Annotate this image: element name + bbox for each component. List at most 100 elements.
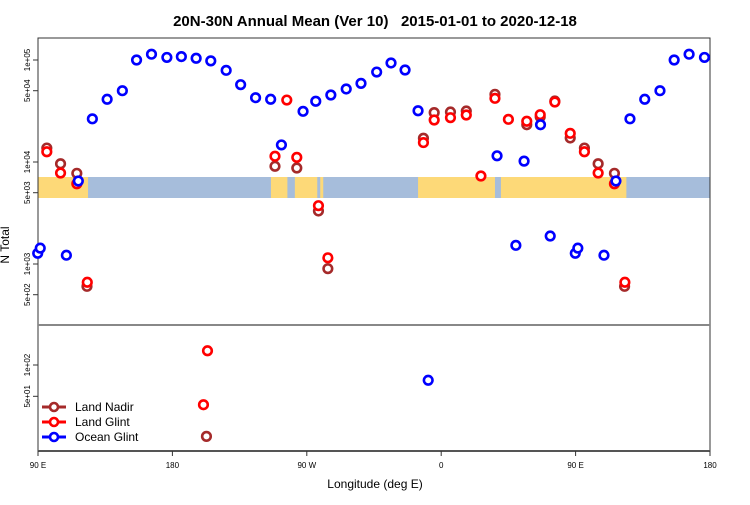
point-land-glint	[312, 200, 325, 212]
point-ocean-glint	[698, 51, 711, 64]
legend-marker	[48, 401, 60, 413]
point-ocean-glint	[598, 249, 610, 261]
point-ocean-glint	[220, 64, 232, 76]
point-land-glint	[428, 114, 440, 126]
point-ocean-glint	[265, 93, 277, 105]
x-tick-label: 180	[166, 461, 180, 470]
land-area	[270, 177, 288, 198]
point-ocean-glint	[175, 50, 187, 63]
point-land-glint	[460, 109, 472, 121]
land-area	[320, 177, 324, 198]
point-ocean-glint	[399, 64, 411, 76]
y-tick-label: 5e+02	[23, 283, 32, 306]
point-land-glint	[549, 96, 561, 108]
legend-marker	[48, 431, 60, 443]
point-ocean-glint	[371, 66, 383, 78]
point-ocean-glint	[72, 175, 84, 187]
point-land-glint	[81, 276, 93, 288]
point-land-glint	[475, 170, 487, 182]
point-ocean-glint	[145, 48, 158, 60]
point-land-nadir	[54, 158, 67, 170]
point-ocean-glint	[34, 242, 46, 254]
point-ocean-glint	[275, 139, 288, 151]
point-ocean-glint	[572, 242, 584, 254]
point-land-glint	[521, 115, 533, 127]
point-land-glint	[201, 345, 214, 357]
y-tick-label: 5e+01	[23, 385, 32, 408]
point-ocean-glint	[683, 48, 695, 60]
y-axis: 1e+05 5e+04 1e+04 5e+03 1e+03 5e+02 1e+02 5e+01	[23, 48, 38, 408]
point-ocean-glint	[610, 175, 622, 187]
point-land-glint	[534, 109, 546, 121]
legend-label: Ocean Glint	[75, 430, 139, 444]
point-land-glint	[564, 127, 576, 139]
point-ocean-glint	[422, 374, 434, 386]
point-land-nadir	[322, 263, 334, 275]
point-ocean-glint	[510, 239, 522, 251]
land-area	[418, 177, 495, 198]
point-ocean-glint	[86, 113, 98, 125]
data-points	[32, 48, 711, 442]
point-ocean-glint	[639, 93, 651, 105]
y-axis-label: N Total	[0, 226, 12, 263]
point-ocean-glint	[161, 51, 173, 64]
x-tick-label: 180	[703, 461, 717, 470]
point-ocean-glint	[101, 93, 113, 105]
point-land-glint	[502, 113, 515, 125]
x-axis: 90 E 180 90 W 0 90 E 180	[30, 451, 717, 470]
point-ocean-glint	[491, 150, 503, 162]
point-land-glint	[269, 150, 281, 162]
point-ocean-glint	[544, 230, 556, 242]
point-land-nadir	[291, 162, 303, 174]
point-ocean-glint	[310, 95, 322, 107]
x-tick-label: 0	[439, 461, 444, 470]
point-land-glint	[592, 167, 604, 179]
point-ocean-glint	[249, 92, 262, 104]
point-ocean-glint	[385, 57, 397, 69]
point-ocean-glint	[130, 54, 143, 66]
point-ocean-glint	[325, 89, 337, 101]
x-tick-label: 90 W	[297, 461, 316, 470]
point-ocean-glint	[116, 85, 128, 97]
y-tick-label: 5e+04	[23, 79, 32, 102]
point-ocean-glint	[412, 105, 424, 117]
y-tick-label: 1e+03	[23, 252, 32, 275]
land-area	[500, 177, 627, 198]
chart-title: 20N-30N Annual Mean (Ver 10) 2015-01-01 …	[173, 13, 577, 30]
point-ocean-glint	[355, 77, 367, 89]
point-ocean-glint	[297, 105, 309, 117]
point-land-glint	[444, 112, 457, 124]
point-ocean-glint	[518, 155, 530, 167]
background-map	[38, 177, 710, 198]
point-land-nadir	[592, 158, 604, 170]
point-land-glint	[578, 146, 591, 158]
point-ocean-glint	[624, 113, 636, 125]
point-ocean-glint	[235, 79, 247, 91]
y-tick-label: 5e+03	[23, 181, 32, 204]
point-land-glint	[489, 92, 501, 104]
legend-label: Land Nadir	[75, 400, 134, 414]
point-land-glint	[41, 146, 53, 158]
point-land-nadir	[200, 430, 213, 442]
point-land-glint	[322, 252, 334, 264]
x-tick-label: 90 E	[567, 461, 583, 470]
legend-label: Land Glint	[75, 415, 130, 429]
plot-frame	[37, 37, 711, 452]
land-area	[294, 177, 318, 198]
point-ocean-glint	[60, 249, 72, 261]
point-ocean-glint	[190, 52, 202, 64]
x-tick-label: 90 E	[30, 461, 46, 470]
point-ocean-glint	[654, 85, 666, 97]
point-land-glint	[281, 94, 293, 106]
point-land-nadir	[269, 160, 281, 172]
point-land-glint	[291, 151, 303, 163]
point-land-glint	[417, 136, 430, 149]
point-land-glint	[619, 276, 631, 288]
y-tick-label: 1e+02	[23, 353, 32, 376]
x-axis-label: Longitude (deg E)	[327, 477, 422, 491]
y-tick-label: 1e+05	[23, 48, 32, 71]
point-ocean-glint	[205, 55, 217, 67]
point-land-glint	[54, 167, 67, 179]
